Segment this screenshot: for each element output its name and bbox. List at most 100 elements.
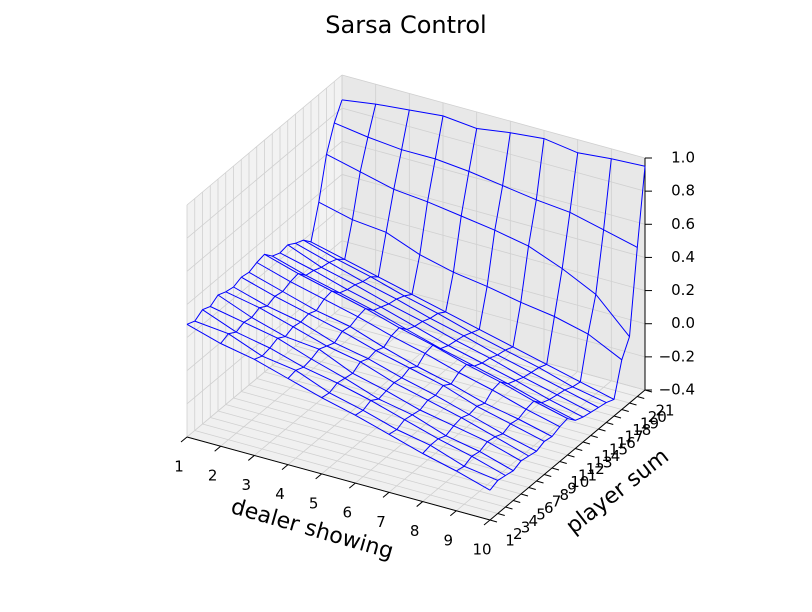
x-tick [180, 436, 188, 443]
wire-line [186, 323, 491, 491]
wire-line [248, 271, 553, 437]
wire-line [287, 115, 444, 379]
grid-line [186, 207, 343, 338]
x-tick-label: 8 [410, 522, 420, 540]
wire-line [225, 291, 530, 457]
wire-line [220, 103, 377, 344]
z-tick-label: 1.0 [671, 149, 695, 167]
y-tick-label: 19 [640, 415, 659, 433]
grid-line [287, 352, 591, 436]
grid-line [186, 140, 343, 272]
y-tick [590, 435, 598, 438]
wire-line [254, 109, 410, 360]
z-tick-label: 0.4 [671, 248, 695, 266]
grid-line [341, 207, 646, 291]
wire-line [217, 294, 522, 462]
y-tick-label: 16 [617, 434, 636, 452]
grid-line [256, 378, 560, 462]
y-tick [544, 474, 552, 477]
wire-line [456, 158, 612, 472]
y-tick [520, 493, 529, 497]
y-tick [513, 500, 521, 503]
wire-line [202, 309, 506, 476]
x-tick-label: 6 [343, 504, 353, 522]
y-tick-label: 14 [601, 447, 620, 465]
z-tick-label: 0.6 [671, 215, 695, 233]
y-tick-label: 7 [552, 493, 562, 511]
wire-line [279, 252, 584, 418]
z-tick-label: 0.0 [671, 314, 695, 332]
y-tick-label: 6 [544, 499, 554, 517]
x-tick [382, 491, 390, 498]
y-tick [489, 519, 498, 523]
grid-line [186, 306, 343, 438]
grid-line [303, 339, 607, 423]
x-tick-label: 10 [472, 541, 491, 559]
grid-line [341, 140, 646, 225]
grid-line [341, 273, 646, 358]
x-tick [315, 473, 322, 480]
wire-line [210, 306, 514, 472]
y-tick-label: 21 [655, 402, 674, 420]
wire-line [321, 128, 478, 399]
grid-line [341, 74, 646, 159]
x-tick [214, 445, 221, 452]
y-tick-label: 20 [648, 408, 667, 426]
grid-line [334, 313, 638, 397]
grid-line [279, 358, 584, 443]
wire-line [295, 242, 599, 408]
grid-line [248, 384, 553, 469]
y-tick [551, 467, 560, 471]
x-axis-line [186, 436, 491, 521]
grid-line [186, 74, 343, 206]
wire-line [341, 99, 646, 167]
wire-line [334, 122, 638, 248]
y-tick [528, 487, 536, 490]
wire-line [388, 138, 545, 435]
y-tick [559, 461, 567, 464]
y-tick-label: 15 [609, 441, 628, 459]
y-tick-label: 13 [593, 454, 612, 472]
y-tick-label: 11 [578, 467, 597, 485]
grid-line [202, 423, 506, 508]
grid-line [341, 107, 646, 192]
y-tick-label: 1 [505, 532, 515, 550]
wire-line [489, 166, 646, 491]
y-tick-label: 17 [624, 428, 643, 446]
y-tick [575, 448, 583, 451]
z-tick-label: 0.8 [671, 182, 695, 200]
x-tick [281, 464, 289, 471]
y-tick-label: 2 [513, 525, 523, 543]
grid-line [272, 365, 576, 449]
wire-line [241, 276, 545, 442]
x-tick-label: 9 [444, 531, 454, 549]
y-tick-label: 10 [570, 473, 589, 491]
y-tick-label: 4 [528, 512, 538, 530]
grid-line [318, 326, 622, 410]
chart-title: Sarsa Control [325, 11, 486, 39]
y-tick [637, 396, 645, 399]
y-tick-label: 18 [632, 421, 651, 439]
y-tick [598, 428, 606, 432]
y-tick-label: 12 [586, 460, 605, 478]
grid-line [241, 391, 545, 475]
y-tick [505, 506, 513, 510]
y-tick [621, 409, 629, 412]
wire-line [355, 132, 511, 416]
y-tick [567, 454, 575, 458]
y-tick [613, 415, 622, 419]
grid-line [186, 174, 343, 305]
x-tick-label: 2 [208, 467, 218, 485]
x-tick [349, 482, 356, 489]
grid-line [186, 107, 343, 239]
wire-line [186, 99, 343, 325]
wire-line [422, 152, 579, 454]
wire-line [310, 241, 615, 400]
grid-line [341, 240, 646, 325]
z-tick-label: −0.4 [659, 381, 695, 399]
x-tick-label: 4 [275, 485, 285, 503]
grid-line [217, 410, 522, 495]
x-tick-label: 5 [309, 494, 319, 512]
wire-line [287, 244, 592, 413]
